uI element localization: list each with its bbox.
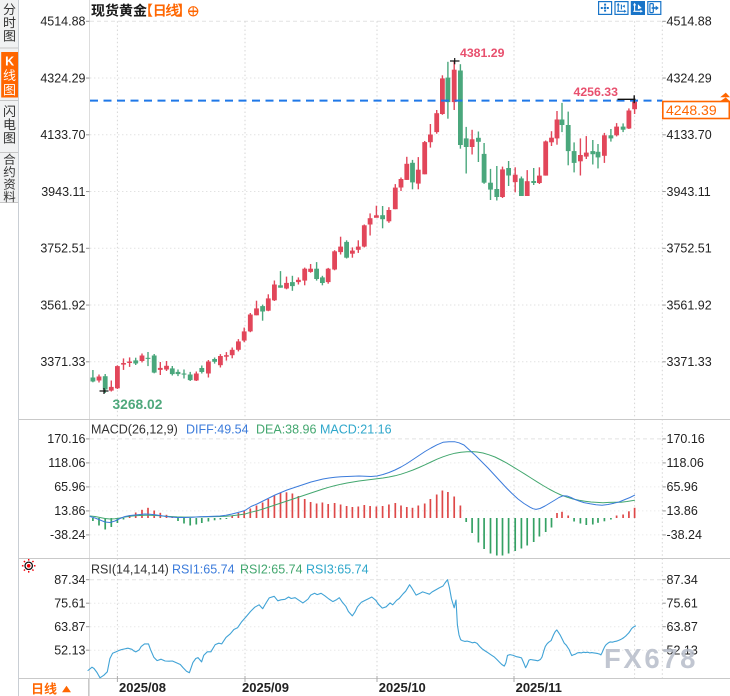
svg-text:-38.24: -38.24 xyxy=(667,528,702,542)
svg-text:2025/08: 2025/08 xyxy=(119,680,166,695)
svg-text:170.16: 170.16 xyxy=(667,432,705,446)
svg-text:3371.33: 3371.33 xyxy=(40,355,85,369)
svg-text:DIFF:49.54: DIFF:49.54 xyxy=(186,423,249,437)
svg-text:3371.33: 3371.33 xyxy=(667,355,712,369)
svg-text:63.87: 63.87 xyxy=(54,620,85,634)
svg-text:4133.70: 4133.70 xyxy=(667,128,712,142)
svg-text:4256.33: 4256.33 xyxy=(574,85,619,99)
svg-text:4133.70: 4133.70 xyxy=(40,128,85,142)
svg-text:-38.24: -38.24 xyxy=(50,528,85,542)
svg-text:3752.51: 3752.51 xyxy=(667,242,712,256)
svg-text:MACD:21.16: MACD:21.16 xyxy=(320,423,392,437)
svg-text:87.34: 87.34 xyxy=(54,573,85,587)
svg-text:RSI(14,14,14): RSI(14,14,14) xyxy=(91,563,169,577)
svg-text:3268.02: 3268.02 xyxy=(113,397,163,412)
svg-text:RSI1:65.74: RSI1:65.74 xyxy=(172,563,235,577)
svg-text:4381.29: 4381.29 xyxy=(460,46,505,60)
svg-text:75.61: 75.61 xyxy=(54,597,85,611)
svg-text:52.13: 52.13 xyxy=(667,644,698,658)
svg-text:4324.29: 4324.29 xyxy=(40,71,85,85)
svg-text:3561.92: 3561.92 xyxy=(667,298,712,312)
svg-text:4324.29: 4324.29 xyxy=(667,71,712,85)
svg-text:3752.51: 3752.51 xyxy=(40,242,85,256)
svg-text:4514.88: 4514.88 xyxy=(40,15,85,29)
svg-text:RSI3:65.74: RSI3:65.74 xyxy=(306,563,369,577)
svg-text:3561.92: 3561.92 xyxy=(40,298,85,312)
svg-text:3943.11: 3943.11 xyxy=(667,185,711,199)
svg-text:170.16: 170.16 xyxy=(47,432,85,446)
svg-text:65.96: 65.96 xyxy=(54,480,85,494)
svg-text:87.34: 87.34 xyxy=(667,573,698,587)
svg-text:118.06: 118.06 xyxy=(667,456,704,470)
svg-text:65.96: 65.96 xyxy=(667,480,698,494)
svg-text:2025/09: 2025/09 xyxy=(242,680,289,695)
svg-text:13.86: 13.86 xyxy=(667,504,698,518)
svg-text:4514.88: 4514.88 xyxy=(667,15,712,29)
svg-text:118.06: 118.06 xyxy=(48,456,85,470)
svg-text:K: K xyxy=(5,55,14,69)
svg-text:FX678: FX678 xyxy=(604,643,698,674)
svg-text:RSI2:65.74: RSI2:65.74 xyxy=(240,563,303,577)
svg-text:4248.39: 4248.39 xyxy=(666,102,717,118)
svg-text:3943.11: 3943.11 xyxy=(41,185,85,199)
svg-text:2025/11: 2025/11 xyxy=(516,680,562,695)
svg-text:63.87: 63.87 xyxy=(667,620,698,634)
svg-text:13.86: 13.86 xyxy=(54,504,85,518)
svg-text:2025/10: 2025/10 xyxy=(379,680,426,695)
svg-text:DEA:38.96: DEA:38.96 xyxy=(256,423,317,437)
svg-text:52.13: 52.13 xyxy=(54,644,85,658)
svg-text:75.61: 75.61 xyxy=(667,597,698,611)
svg-text:MACD(26,12,9): MACD(26,12,9) xyxy=(91,423,178,437)
